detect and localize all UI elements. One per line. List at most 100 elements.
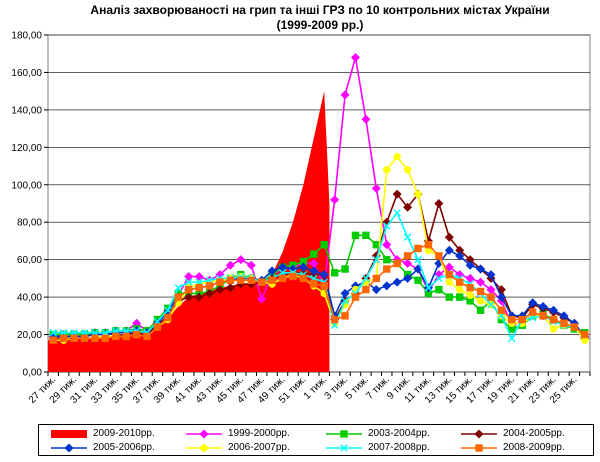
legend-label: 2009-2010рр. bbox=[93, 428, 155, 439]
series-2007-2008-point bbox=[362, 274, 370, 283]
legend-swatch bbox=[326, 444, 362, 452]
series-2004-2005-point bbox=[205, 288, 215, 298]
series-1999-2000-point bbox=[476, 277, 486, 287]
series-2005-2006-point bbox=[371, 285, 381, 295]
legend-swatch-marker bbox=[475, 444, 483, 452]
series-2008-2009-point bbox=[476, 287, 485, 296]
chart-title: Аналіз захворюваності на грип та інші ГР… bbox=[90, 3, 550, 17]
series-2007-2008-point bbox=[403, 233, 412, 241]
series-2006-2007-point bbox=[403, 166, 412, 174]
series-2008-2009-point bbox=[549, 315, 558, 324]
series-2004-2005-point bbox=[194, 292, 204, 302]
legend-swatch bbox=[186, 444, 222, 452]
series-2007-2008-point bbox=[383, 222, 391, 230]
series-2007-2008-point bbox=[393, 209, 401, 217]
series-2007-2008-point bbox=[185, 278, 193, 286]
series-2005-2006-point bbox=[455, 251, 465, 261]
series-2003-2004-point bbox=[456, 293, 464, 301]
series-2007-2008-point bbox=[414, 255, 422, 264]
series-2005-2006-point bbox=[298, 262, 308, 272]
series-2004-2005-point bbox=[403, 202, 413, 212]
series-2008-2009-point bbox=[341, 312, 349, 320]
legend-label: 2005-2006рр. bbox=[93, 442, 155, 453]
series-2008-2009-point bbox=[237, 276, 245, 284]
legend-swatch bbox=[461, 444, 497, 452]
series-1999-2000-point bbox=[350, 52, 360, 62]
legend-swatch-marker bbox=[199, 429, 209, 439]
series-2003-2004-point bbox=[330, 269, 339, 277]
series-2005-2006-point bbox=[528, 298, 538, 308]
series-2008-2009-line bbox=[53, 243, 586, 341]
series-1999-2000-point bbox=[257, 294, 267, 304]
legend-label: 2003-2004рр. bbox=[368, 428, 430, 439]
series-2003-2004-point bbox=[362, 231, 370, 240]
series-2008-2009-point bbox=[320, 282, 328, 290]
series-2008-2009-point bbox=[164, 314, 172, 322]
series-2007-2008-point bbox=[435, 274, 443, 283]
series-2003-2004-point bbox=[320, 240, 328, 249]
series-2005-2006-point bbox=[496, 292, 506, 302]
series-2008-2009-point bbox=[539, 312, 547, 320]
series-2008-2009-point bbox=[508, 315, 516, 324]
legend-swatch-marker bbox=[474, 429, 484, 439]
legend-swatch bbox=[326, 430, 362, 438]
series-2008-2009-point bbox=[226, 276, 235, 284]
legend-swatch-area bbox=[51, 430, 87, 438]
series-2008-2009-point bbox=[560, 319, 568, 328]
series-2008-2009-point bbox=[487, 293, 495, 301]
series-1999-2000-point bbox=[371, 184, 381, 194]
y-tick-label: 0,00 bbox=[23, 368, 43, 379]
series-2008-2009-point bbox=[435, 252, 443, 260]
series-2005-2006-point bbox=[340, 288, 350, 298]
series-2003-2004-point bbox=[351, 231, 360, 240]
legend-label: 2006-2007рр. bbox=[228, 442, 290, 453]
series-2006-2007-point bbox=[466, 291, 474, 299]
y-tick-label: 60,00 bbox=[17, 255, 42, 266]
series-1999-2000-point bbox=[382, 240, 392, 250]
series-2005-2006-point bbox=[403, 273, 413, 283]
series-1999-2000-point bbox=[465, 273, 475, 283]
series-2005-2006-point bbox=[319, 270, 329, 280]
series-2005-2006-point bbox=[465, 260, 475, 270]
series-2006-2007-point bbox=[456, 285, 464, 294]
series-2003-2004-point bbox=[414, 276, 422, 284]
series-2008-2009-point bbox=[456, 278, 464, 286]
y-tick-label: 120,00 bbox=[11, 143, 42, 154]
series-2006-2007-point bbox=[393, 152, 401, 161]
y-tick-label: 160,00 bbox=[11, 68, 42, 79]
series-2007-2008-point bbox=[341, 297, 349, 305]
series-1999-2000-point bbox=[340, 90, 350, 100]
legend-swatch bbox=[186, 429, 222, 439]
series-2008-2009-point bbox=[112, 332, 120, 341]
series-2008-2009-point bbox=[362, 285, 370, 294]
series-2006-2007-point bbox=[445, 278, 453, 286]
series-2008-2009-point bbox=[268, 276, 276, 284]
series-2003-2004-point bbox=[445, 293, 453, 301]
y-tick-label: 100,00 bbox=[11, 180, 42, 191]
series-1999-2000-point bbox=[246, 260, 256, 270]
y-tick-label: 180,00 bbox=[11, 31, 42, 42]
series-2005-2006-point bbox=[392, 277, 402, 287]
series-2008-2009-point bbox=[216, 278, 224, 286]
series-2004-2005-point bbox=[215, 285, 225, 295]
series-2003-2004-point bbox=[435, 285, 443, 294]
series-2008-2009-point bbox=[393, 259, 401, 268]
series-2007-2008-point bbox=[49, 328, 57, 337]
series-2008-2009-point bbox=[278, 274, 287, 283]
series-2008-2009-point bbox=[466, 284, 474, 292]
legend-label: 2008-2009рр. bbox=[503, 442, 565, 453]
series-2008-2009-point bbox=[143, 332, 151, 341]
series-2008-2009-point bbox=[70, 334, 78, 343]
series-2008-2009-point bbox=[445, 270, 453, 279]
series-2005-2006-point bbox=[382, 281, 392, 291]
series-2008-2009-point bbox=[424, 240, 433, 249]
series-2008-2009-point bbox=[91, 334, 99, 343]
series-2006-2007-point bbox=[476, 297, 485, 305]
series-2008-2009-point bbox=[205, 282, 214, 290]
legend: 2009-2010рр. 1999-2000рр. 2003-2004рр. 2004… bbox=[38, 424, 594, 456]
legend-swatch-marker bbox=[340, 430, 348, 438]
series-1999-2000-point bbox=[361, 114, 371, 124]
series-2007-2008-point bbox=[487, 300, 495, 309]
series-2008-2009-point bbox=[403, 252, 412, 260]
series-2006-2007-point bbox=[549, 325, 558, 333]
